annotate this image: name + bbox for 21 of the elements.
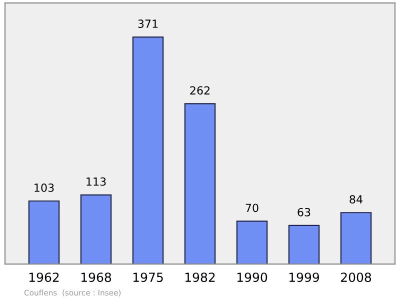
bar [340, 212, 372, 264]
data-label: 70 [246, 204, 258, 212]
bar [184, 103, 216, 264]
x-tick-label: 1968 [81, 272, 112, 282]
data-label: 103 [34, 184, 54, 192]
data-label: 371 [138, 20, 158, 28]
x-tick-label: 1962 [29, 272, 59, 282]
bar [132, 36, 164, 264]
data-label: 113 [86, 177, 106, 186]
bar [236, 220, 268, 264]
x-tick-label: 1982 [185, 272, 215, 282]
x-tick-label: 1975 [133, 272, 163, 282]
x-tick-label: 2008 [341, 272, 372, 282]
data-label: 262 [190, 86, 210, 95]
bar [28, 200, 60, 264]
data-label: 84 [350, 195, 362, 204]
data-label: 63 [298, 208, 310, 216]
x-tick-label: 1999 [289, 272, 320, 282]
bar [288, 224, 320, 264]
bar [80, 194, 112, 264]
x-tick-label: 1990 [237, 272, 268, 282]
